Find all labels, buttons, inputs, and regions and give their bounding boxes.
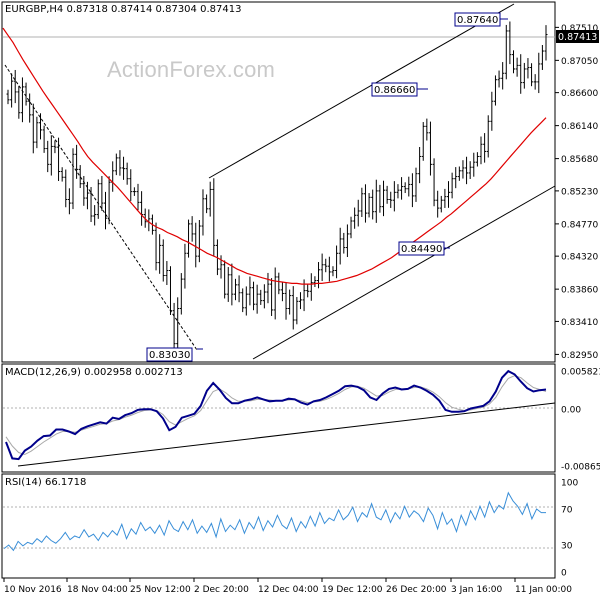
channel-upper-line <box>208 3 515 179</box>
price-tick-label: 0.86140 <box>561 122 598 132</box>
macd-tick-label: -0.008654 <box>561 463 600 473</box>
date-tick-label: 2 Dec 20:00 <box>194 585 249 595</box>
macd-tick-label: 0.005821 <box>561 368 600 378</box>
macd-axis-ticks: 0.005821 0.00 -0.008654 <box>561 368 600 473</box>
price-tick-label: 0.85680 <box>561 155 598 165</box>
annotation-label: 0.87640 <box>457 15 498 26</box>
current-price-marker: 0.87413 <box>556 30 599 43</box>
macd-trend-line <box>17 402 556 467</box>
macd-panel-title: MACD(12,26,9) 0.002958 0.002713 <box>5 367 183 378</box>
date-tick-label: 12 Dec 04:00 <box>258 585 319 595</box>
annotation-label: 0.86660 <box>374 85 415 96</box>
sma-line <box>2 27 547 285</box>
macd-tick-label: 0.00 <box>561 406 581 416</box>
macd-panel-frame <box>1 363 556 473</box>
price-tick-label: 0.84770 <box>561 220 598 230</box>
date-tick-label: 19 Dec 12:00 <box>322 585 383 595</box>
date-axis-ticks: 10 Nov 2016 18 Nov 04:00 25 Nov 12:00 2 Dec… <box>3 578 572 595</box>
annotation-box <box>398 241 445 256</box>
annotation-box <box>454 12 501 27</box>
price-candles <box>6 21 548 355</box>
downtrend-line <box>4 64 198 351</box>
price-tick-label: 0.83860 <box>561 286 598 296</box>
macd-line <box>5 369 547 461</box>
annotation-box <box>146 347 193 362</box>
price-annotations: 0.83030 0.86660 0.84490 0.87640 <box>146 12 508 362</box>
annotation-box <box>371 82 418 97</box>
rsi-panel-title: RSI(14) 66.1718 <box>5 477 87 488</box>
price-tick-label: 0.87510 <box>561 24 598 34</box>
price-tick-label: 0.82950 <box>561 351 598 361</box>
rsi-tick-label: 0 <box>561 569 567 579</box>
rsi-tick-label: 30 <box>561 542 573 552</box>
rsi-axis-ticks: 100 70 30 0 <box>561 479 578 579</box>
date-tick-label: 3 Jan 16:00 <box>451 585 503 595</box>
date-tick-label: 26 Dec 20:00 <box>386 585 447 595</box>
macd-signal-line <box>5 375 547 456</box>
ohlc-values: 0.87318 0.87414 0.87304 0.87413 <box>66 4 242 15</box>
channel-lower-line <box>252 185 556 360</box>
rsi-tick-label: 100 <box>561 479 578 489</box>
symbol-label: EURGBP,H4 <box>5 4 64 15</box>
price-tick-label: 0.87050 <box>561 57 598 67</box>
price-axis-ticks: 0.87510 0.87050 0.86600 0.86140 0.85680 0.852… <box>555 24 598 361</box>
date-tick-label: 10 Nov 2016 <box>4 585 62 595</box>
rsi-line <box>3 491 546 552</box>
date-tick-label: 11 Jan 00:00 <box>515 585 572 595</box>
price-tick-label: 0.85230 <box>561 187 598 197</box>
price-tick-label: 0.86600 <box>561 89 598 99</box>
current-price-label: 0.87413 <box>558 32 597 43</box>
price-tick-label: 0.83410 <box>561 318 598 328</box>
rsi-tick-label: 70 <box>561 506 573 516</box>
date-tick-label: 18 Nov 04:00 <box>67 585 128 595</box>
rsi-panel-frame <box>1 473 556 579</box>
annotation-label: 0.84490 <box>401 244 442 255</box>
watermark-text: ActionForex.com <box>107 57 276 82</box>
annotation-label: 0.83030 <box>149 350 190 361</box>
price-panel-frame <box>1 1 556 363</box>
date-tick-label: 25 Nov 12:00 <box>130 585 191 595</box>
price-tick-label: 0.84320 <box>561 253 598 263</box>
price-panel-title: EURGBP,H4 0.87318 0.87414 0.87304 0.8741… <box>5 4 241 15</box>
